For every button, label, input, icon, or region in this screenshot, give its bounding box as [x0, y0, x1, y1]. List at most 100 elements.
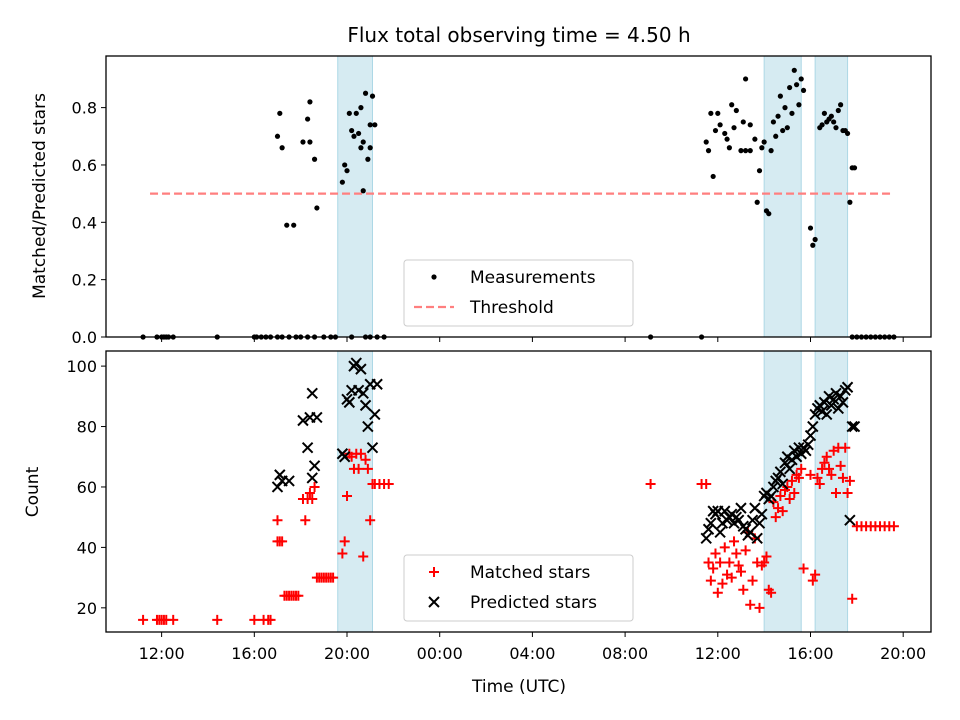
data-point — [775, 491, 786, 502]
data-point — [754, 602, 765, 613]
data-point — [796, 102, 802, 108]
data-point — [362, 420, 374, 433]
data-point — [311, 156, 318, 162]
y-tick-label: 0.2 — [72, 271, 97, 290]
data-point — [358, 145, 364, 151]
data-point — [773, 133, 779, 139]
data-point — [807, 575, 818, 586]
x-tick-label: 16:00 — [231, 644, 277, 663]
data-point — [311, 411, 323, 424]
data-point — [759, 145, 765, 151]
data-point — [824, 463, 835, 474]
data-point — [702, 523, 715, 535]
y-tick-label: 20 — [77, 599, 97, 618]
legend-label: Measurements — [470, 268, 596, 288]
data-point — [766, 587, 777, 598]
data-point — [722, 130, 728, 137]
data-point — [828, 113, 834, 119]
data-point — [761, 551, 772, 562]
data-point — [305, 116, 311, 122]
data-point — [357, 387, 369, 400]
data-point — [309, 481, 320, 492]
x-axis-label: Time (UTC) — [471, 677, 566, 697]
data-point — [777, 506, 788, 517]
data-point — [715, 110, 721, 116]
data-point — [297, 414, 309, 427]
data-point — [272, 515, 283, 526]
data-point — [342, 162, 348, 168]
data-point — [277, 536, 288, 547]
x-tick-label: 12:00 — [695, 644, 741, 663]
data-point — [362, 463, 373, 474]
legend-box — [403, 554, 634, 622]
data-point — [835, 107, 841, 114]
data-point — [837, 396, 849, 409]
data-point — [705, 148, 712, 154]
data-point — [339, 536, 350, 547]
data-point — [835, 460, 846, 471]
x-tick-label: 04:00 — [509, 644, 555, 663]
data-point — [791, 67, 797, 73]
data-point — [729, 536, 740, 547]
data-point — [761, 139, 767, 145]
data-point — [735, 566, 746, 577]
data-point — [827, 393, 840, 406]
data-point — [300, 139, 306, 145]
data-point — [738, 584, 749, 595]
data-point — [767, 481, 780, 493]
data-point — [729, 102, 735, 108]
data-point — [353, 463, 364, 474]
data-point — [701, 478, 712, 489]
data-point — [747, 122, 753, 128]
axes-frame — [105, 350, 932, 633]
y-tick-label: 0.0 — [72, 328, 97, 347]
data-point — [279, 145, 285, 151]
data-point — [766, 211, 772, 217]
data-point — [369, 93, 376, 99]
data-point — [841, 381, 854, 393]
data-point — [346, 110, 352, 116]
data-point — [306, 472, 318, 484]
data-point — [775, 113, 781, 119]
data-point — [743, 148, 749, 154]
data-point — [337, 548, 348, 559]
data-point — [838, 102, 844, 108]
y-tick-label: 0.8 — [72, 99, 97, 118]
data-point — [840, 442, 851, 453]
x-tick-label: 00:00 — [417, 644, 463, 663]
data-point — [807, 420, 819, 433]
data-point — [793, 441, 805, 454]
data-point — [343, 396, 356, 409]
data-point — [383, 478, 394, 489]
data-point — [355, 130, 362, 137]
data-point — [745, 599, 756, 610]
data-point — [359, 399, 372, 412]
data-point — [358, 105, 364, 111]
data-point — [793, 82, 800, 88]
data-point — [804, 429, 817, 442]
data-point — [776, 478, 789, 490]
data-point — [307, 99, 313, 105]
data-point — [774, 466, 787, 478]
data-point — [740, 119, 746, 125]
data-point — [703, 557, 714, 568]
data-point — [752, 136, 758, 142]
data-point — [342, 491, 353, 502]
data-point — [784, 125, 790, 131]
x-tick-label: 20:00 — [324, 644, 370, 663]
data-point — [710, 548, 721, 559]
data-point — [770, 119, 777, 125]
data-point — [784, 494, 795, 505]
data-point — [756, 508, 768, 520]
data-point — [367, 145, 373, 151]
legend-label: Threshold — [469, 298, 554, 318]
data-point — [284, 222, 290, 228]
data-point — [314, 205, 320, 211]
data-point — [369, 408, 381, 421]
x-tick-label: 12:00 — [139, 644, 185, 663]
shaded-region-1 — [337, 55, 374, 338]
data-point — [842, 488, 853, 499]
legend-marker-predicted — [428, 596, 440, 608]
data-point — [821, 408, 833, 421]
data-point — [705, 575, 716, 586]
